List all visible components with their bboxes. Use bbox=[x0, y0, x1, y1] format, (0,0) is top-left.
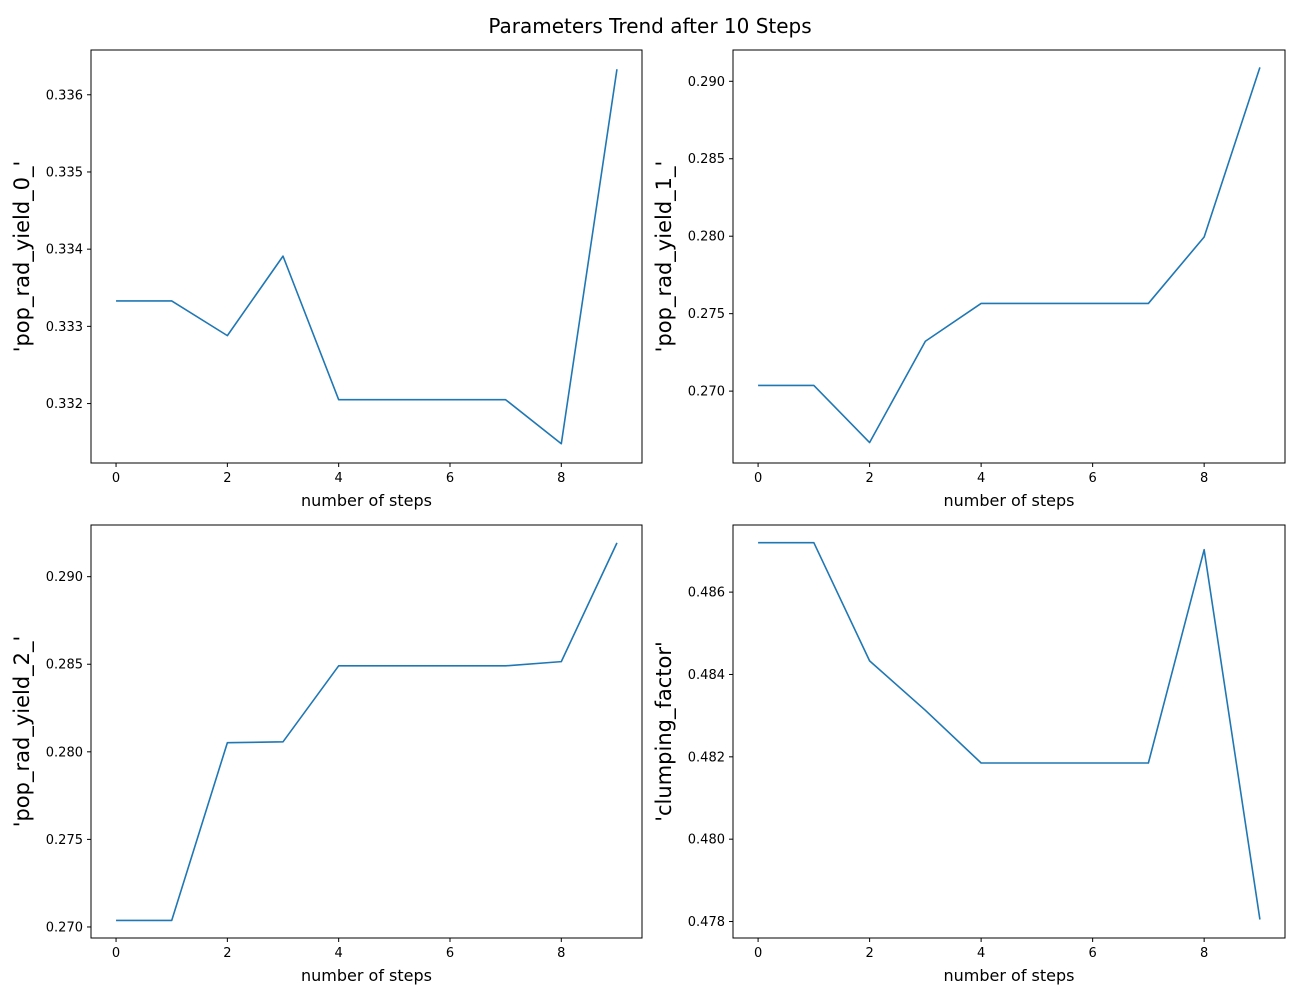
y-axis-label: 'pop_rad_yield_2_' bbox=[10, 636, 35, 828]
subplot-pop-rad-yield-2: 0 2 4 6 8 0.270 0.275 0.280 0.285 0.290 number of … bbox=[10, 524, 643, 985]
y-tick-label: 0.290 bbox=[688, 75, 725, 90]
y-tick-label: 0.285 bbox=[46, 658, 83, 673]
subplot-clumping-factor: 0 2 4 6 8 0.478 0.480 0.482 0.484 0.486 number of … bbox=[652, 524, 1286, 985]
y-tick-label: 0.270 bbox=[46, 920, 83, 935]
x-tick-label: 6 bbox=[1088, 946, 1096, 961]
y-tick-label: 0.333 bbox=[46, 320, 83, 335]
x-tick-label: 8 bbox=[1200, 946, 1208, 961]
series-line bbox=[116, 69, 618, 445]
x-axis-label: number of steps bbox=[944, 966, 1075, 985]
y-tick-label: 0.480 bbox=[688, 833, 725, 848]
x-tick-label: 8 bbox=[557, 946, 565, 961]
y-tick-label: 0.275 bbox=[688, 307, 725, 322]
subplot-pop-rad-yield-1: 0 2 4 6 8 0.270 0.275 0.280 0.285 0.290 number of … bbox=[652, 49, 1286, 510]
subplot-pop-rad-yield-0: 0 2 4 6 8 0.332 0.333 0.334 0.335 0.336 number of … bbox=[10, 49, 643, 510]
axes-frame bbox=[732, 49, 1286, 464]
x-axis-label: number of steps bbox=[301, 966, 432, 985]
x-tick-label: 4 bbox=[335, 946, 343, 961]
y-tick-label: 0.484 bbox=[688, 668, 725, 683]
y-tick-label: 0.334 bbox=[46, 243, 83, 258]
y-axis-label: 'pop_rad_yield_1_' bbox=[652, 161, 677, 353]
y-tick-label: 0.335 bbox=[46, 165, 83, 180]
x-tick-label: 6 bbox=[1088, 471, 1096, 486]
y-tick-label: 0.270 bbox=[688, 385, 725, 400]
x-tick-label: 0 bbox=[112, 946, 120, 961]
y-tick-label: 0.285 bbox=[688, 152, 725, 167]
x-tick-label: 2 bbox=[865, 471, 873, 486]
x-tick-label: 6 bbox=[446, 946, 454, 961]
x-tick-label: 8 bbox=[557, 471, 565, 486]
x-tick-label: 4 bbox=[977, 471, 985, 486]
series-line bbox=[758, 541, 1261, 920]
x-tick-label: 2 bbox=[223, 946, 231, 961]
y-tick-label: 0.275 bbox=[46, 833, 83, 848]
series-line bbox=[116, 542, 618, 922]
x-tick-label: 0 bbox=[112, 471, 120, 486]
y-axis-label: 'clumping_factor' bbox=[652, 641, 677, 822]
x-tick-label: 4 bbox=[977, 946, 985, 961]
x-tick-label: 0 bbox=[754, 946, 762, 961]
y-tick-label: 0.482 bbox=[688, 750, 725, 765]
y-tick-label: 0.336 bbox=[46, 88, 83, 103]
y-axis-label: 'pop_rad_yield_0_' bbox=[10, 161, 35, 353]
x-tick-label: 2 bbox=[223, 471, 231, 486]
series-line bbox=[758, 67, 1261, 444]
axes-frame bbox=[90, 49, 643, 464]
x-tick-label: 4 bbox=[335, 471, 343, 486]
axes-frame bbox=[90, 524, 643, 939]
axes-frame bbox=[732, 524, 1286, 939]
y-tick-label: 0.280 bbox=[46, 745, 83, 760]
x-axis-label: number of steps bbox=[301, 491, 432, 510]
x-tick-label: 0 bbox=[754, 471, 762, 486]
y-tick-label: 0.332 bbox=[46, 397, 83, 412]
x-tick-label: 8 bbox=[1200, 471, 1208, 486]
y-tick-label: 0.486 bbox=[688, 586, 725, 601]
x-tick-label: 2 bbox=[865, 946, 873, 961]
figure-title: Parameters Trend after 10 Steps bbox=[488, 14, 812, 38]
y-tick-label: 0.478 bbox=[688, 915, 725, 930]
x-tick-label: 6 bbox=[446, 471, 454, 486]
x-axis-label: number of steps bbox=[944, 491, 1075, 510]
y-tick-label: 0.290 bbox=[46, 570, 83, 585]
y-tick-label: 0.280 bbox=[688, 230, 725, 245]
